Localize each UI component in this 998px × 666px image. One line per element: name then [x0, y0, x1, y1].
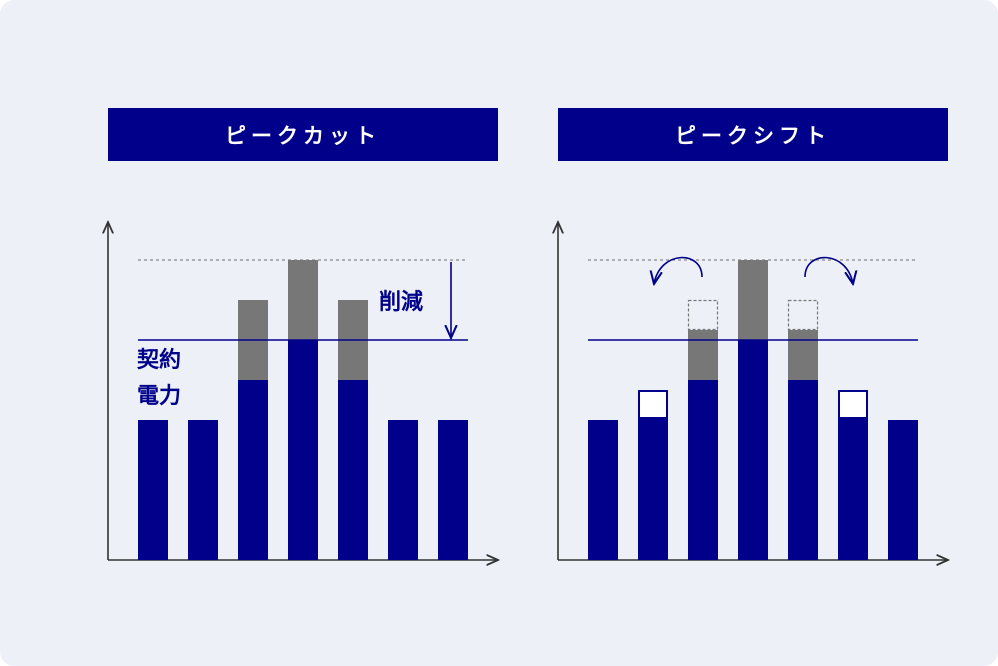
bar-4 [288, 340, 318, 560]
bar-5-excess [788, 330, 818, 380]
bar-6-shifted-box [838, 390, 868, 419]
bar-6 [388, 420, 418, 560]
bar-2 [638, 418, 668, 560]
bar-3-excess [688, 330, 718, 380]
bar-4-excess [738, 260, 768, 340]
bar-3 [238, 380, 268, 560]
bar-4-excess [288, 260, 318, 340]
peak-cut-chart: 削減 契約 電力 [108, 222, 498, 560]
bar-5 [338, 380, 368, 560]
bar-5 [788, 380, 818, 560]
shift-arrow-right-icon [804, 256, 853, 284]
peak-cut-title: ピークカット [108, 108, 498, 161]
bar-2-shifted-box [638, 390, 668, 419]
bar-3-moved-dashed [687, 299, 719, 331]
bar-3 [688, 380, 718, 560]
bar-5-moved-dashed [787, 299, 819, 331]
peak-shift-chart [558, 222, 948, 560]
bar-4 [738, 340, 768, 560]
bar-6 [838, 418, 868, 560]
contract-label-line2: 電力 [137, 384, 181, 409]
bar-1 [588, 420, 618, 560]
reduction-label: 削減 [379, 290, 423, 315]
peak-shift-title: ピークシフト [558, 108, 948, 161]
bar-7 [888, 420, 918, 560]
shift-arrow-left-icon [654, 256, 703, 284]
bar-7 [438, 420, 468, 560]
contract-label-line1: 契約 [136, 347, 181, 373]
bar-2 [188, 420, 218, 560]
bar-1 [138, 420, 168, 560]
